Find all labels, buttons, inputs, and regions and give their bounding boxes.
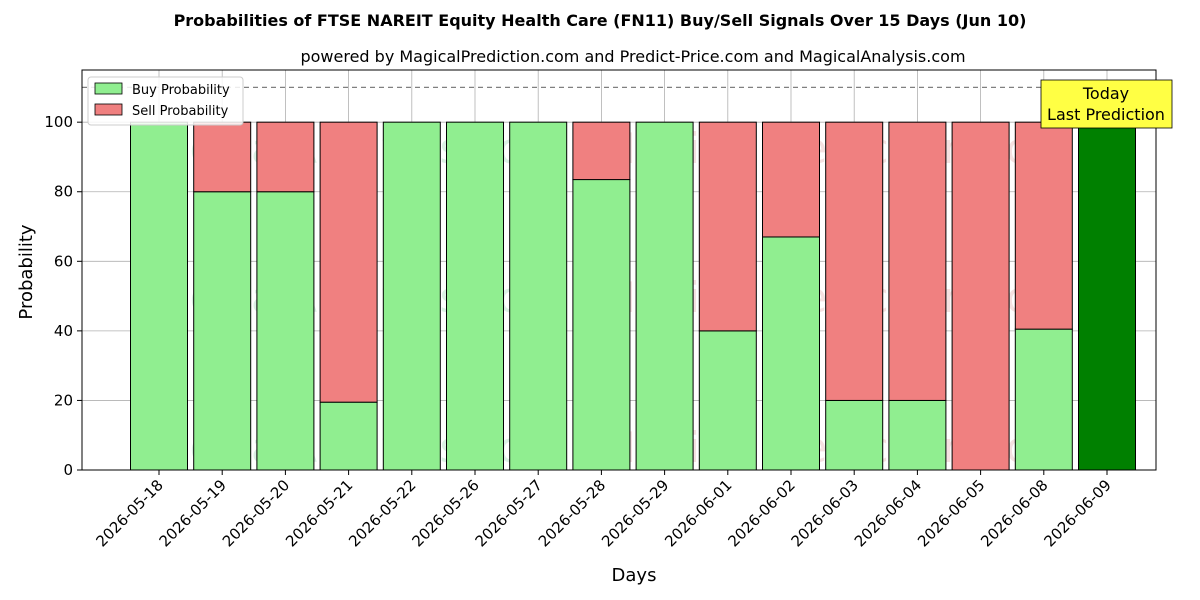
- x-tick-label: 2026-05-20: [219, 476, 293, 550]
- bar-sell: [762, 121, 820, 238]
- chart-subtitle: powered by MagicalPrediction.com and Pre…: [300, 47, 965, 66]
- bar-sell: [1014, 121, 1073, 330]
- bar-sell: [572, 121, 631, 181]
- legend: Buy Probability Sell Probability: [87, 76, 244, 126]
- bar-sell: [888, 121, 947, 401]
- x-tick-label: 2026-05-27: [472, 476, 546, 550]
- chart-title: Probabilities of FTSE NAREIT Equity Heal…: [174, 11, 1027, 30]
- today-annotation: Today Last Prediction: [1040, 79, 1173, 129]
- x-axis-label: Days: [612, 565, 657, 586]
- x-tick-label: 2026-05-28: [535, 476, 609, 550]
- bar-buy: [698, 330, 757, 471]
- x-tick-label: 2026-06-09: [1040, 476, 1114, 550]
- y-tick-label: 0: [63, 461, 73, 479]
- bar-sell: [256, 121, 315, 193]
- bar-buy: [762, 236, 820, 471]
- y-axis-label: Probability: [16, 224, 37, 319]
- x-tick-label: 2026-06-03: [788, 476, 862, 550]
- plot-frame: [81, 69, 1157, 471]
- bar-buy: [130, 121, 188, 471]
- legend-buy-swatch: [94, 82, 123, 95]
- bar-buy: [635, 121, 694, 471]
- y-axis-ticks: 0 20 40 60 80 100: [44, 113, 82, 479]
- x-tick-label: 2026-06-05: [914, 476, 988, 550]
- bar-sell: [319, 121, 378, 403]
- bar-buy: [509, 121, 568, 471]
- y-tick-label: 60: [54, 252, 73, 270]
- bar-buy: [1014, 328, 1073, 471]
- legend-box: [87, 76, 244, 126]
- bar-sell: [825, 121, 884, 401]
- bars: [130, 121, 1136, 471]
- x-tick-label: 2026-05-29: [598, 476, 672, 550]
- today-annotation-line2: Last Prediction: [1047, 105, 1165, 124]
- bar-sell: [698, 121, 757, 332]
- bar-buy: [319, 401, 378, 471]
- y-tick-label: 100: [44, 113, 73, 131]
- x-tick-label: 2026-05-18: [92, 476, 166, 550]
- x-tick-label: 2026-06-01: [661, 476, 735, 550]
- bar-buy: [382, 121, 441, 471]
- x-tick-label: 2026-06-04: [851, 476, 925, 550]
- y-tick-label: 80: [54, 183, 73, 201]
- bar-sell: [193, 121, 252, 193]
- x-tick-label: 2026-06-08: [977, 476, 1051, 550]
- x-tick-label: 2026-05-26: [408, 476, 482, 550]
- y-tick-label: 40: [54, 322, 73, 340]
- x-tick-label: 2026-05-19: [156, 476, 230, 550]
- x-tick-label: 2026-06-02: [724, 476, 798, 550]
- legend-buy-label: Buy Probability: [132, 83, 230, 98]
- today-annotation-line1: Today: [1082, 84, 1129, 103]
- bar-buy: [446, 121, 504, 471]
- bar-buy: [888, 399, 947, 471]
- bar-buy: [193, 191, 252, 471]
- bar-buy: [825, 399, 884, 471]
- legend-sell-label: Sell Probability: [132, 104, 229, 119]
- bar-buy-today: [1078, 121, 1136, 471]
- legend-sell-swatch: [94, 103, 123, 116]
- x-axis-ticks: 2026-05-182026-05-192026-05-202026-05-21…: [92, 470, 1115, 550]
- bar-sell: [951, 121, 1010, 471]
- y-tick-label: 20: [54, 391, 73, 409]
- x-tick-label: 2026-05-21: [282, 476, 356, 550]
- bar-buy: [572, 179, 631, 471]
- bar-buy: [256, 191, 315, 471]
- today-annotation-box: [1040, 79, 1173, 129]
- x-tick-label: 2026-05-22: [345, 476, 419, 550]
